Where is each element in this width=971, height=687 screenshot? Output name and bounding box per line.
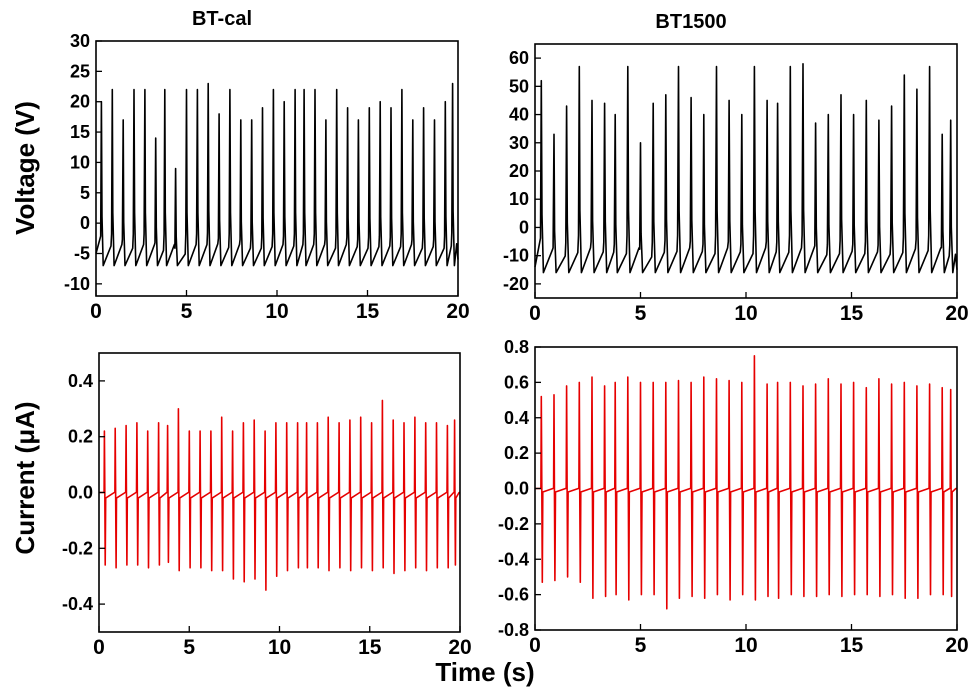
btcal-voltage-y-tick-label: 10 <box>70 152 90 172</box>
btcal-voltage-y-tick-label: -10 <box>64 274 90 294</box>
bt1500-voltage-chart: -20 -10 0 10 20 30 40 50 60 0 5 10 15 20 BT1500 <box>503 11 969 325</box>
bt1500-current-y-tick-label: -0.2 <box>498 514 529 534</box>
btcal-voltage-x-tick-label: 0 <box>90 300 102 323</box>
btcal-voltage-x-tick-label: 10 <box>265 300 288 323</box>
btcal-voltage-chart: -10 -5 0 5 10 15 20 25 30 0 5 10 15 20 BT-cal <box>64 8 470 323</box>
btcal-current-y-tick-label: 0.0 <box>68 483 93 503</box>
bt1500-voltage-x-tick-label: 10 <box>734 302 757 325</box>
current-ylabel: Current (μA) <box>10 401 40 554</box>
bt1500-current-plot-frame <box>534 346 958 631</box>
btcal-current-plot-frame <box>98 352 461 633</box>
bt1500-voltage-y-tick-label: 20 <box>509 161 529 181</box>
bt1500-voltage-y-tick-label: 40 <box>509 105 529 125</box>
bt1500-voltage-x-tick-label: 5 <box>635 302 647 325</box>
bt1500-current-y-tick-label: -0.8 <box>498 620 529 640</box>
bt1500-current-x-tick-label: 15 <box>840 634 864 657</box>
bt1500-current-y-tick-label: 0.0 <box>504 479 529 499</box>
btcal-voltage-x-tick-label: 20 <box>446 300 469 323</box>
btcal-voltage-y-tick-label: -5 <box>74 244 90 264</box>
btcal-current-x-tick-label: 20 <box>448 636 471 659</box>
bt1500-current-x-tick-label: 0 <box>529 634 541 657</box>
btcal-current-y-tick-label: -0.2 <box>62 538 93 558</box>
btcal-voltage-x-tick-label: 5 <box>181 300 193 323</box>
bt1500-current-y-tick-label: 0.4 <box>504 408 529 428</box>
bt1500-voltage-x-tick-label: 15 <box>840 302 864 325</box>
bt1500-current-x-tick-label: 10 <box>734 634 757 657</box>
btcal-voltage-y-tick-label: 30 <box>70 31 90 51</box>
bt1500-voltage-title: BT1500 <box>655 11 726 33</box>
btcal-current-x-tick-label: 0 <box>93 636 105 659</box>
bt1500-current-y-tick-label: 0.2 <box>504 443 529 463</box>
btcal-voltage-y-tick-label: 25 <box>70 61 90 81</box>
btcal-voltage-y-tick-label: 15 <box>70 122 90 142</box>
btcal-voltage-y-tick-label: 5 <box>80 183 90 203</box>
btcal-voltage-series-line <box>95 82 459 267</box>
bt1500-voltage-y-tick-label: 50 <box>509 76 529 96</box>
bt1500-voltage-x-tick-label: 0 <box>529 302 541 325</box>
bt1500-voltage-y-tick-label: 60 <box>509 48 529 68</box>
btcal-voltage-y-tick-label: 0 <box>80 213 90 233</box>
bt1500-current-y-tick-label: -0.4 <box>498 549 529 569</box>
btcal-current-x-tick-label: 15 <box>358 636 382 659</box>
bt1500-voltage-y-tick-label: -10 <box>503 246 529 266</box>
btcal-current-y-tick-label: 0.4 <box>68 371 93 391</box>
bt1500-current-x-tick-label: 20 <box>945 634 968 657</box>
voltage-ylabel: Voltage (V) <box>10 101 40 235</box>
bt1500-current-x-tick-label: 5 <box>635 634 647 657</box>
btcal-current-chart: -0.4 -0.2 0.0 0.2 0.4 0 5 10 15 20 <box>62 352 472 659</box>
bt1500-current-series-line <box>535 354 957 610</box>
bt1500-current-y-tick-label: 0.8 <box>504 337 529 357</box>
bt1500-voltage-y-tick-label: 10 <box>509 189 529 209</box>
btcal-current-y-tick-label: -0.4 <box>62 594 93 614</box>
btcal-current-x-tick-label: 10 <box>268 636 291 659</box>
bt1500-current-chart: -0.8 -0.6 -0.4 -0.2 0.0 0.2 0.4 0.6 0.8 0 5 10 15 20 <box>498 337 969 657</box>
bt1500-voltage-y-tick-label: 30 <box>509 133 529 153</box>
bt1500-current-y-tick-label: -0.6 <box>498 585 529 605</box>
bt1500-voltage-y-tick-label: -20 <box>503 274 529 294</box>
btcal-voltage-x-tick-label: 15 <box>356 300 380 323</box>
btcal-voltage-y-tick-label: 20 <box>70 92 90 112</box>
bt1500-current-y-tick-label: 0.6 <box>504 372 529 392</box>
time-xlabel: Time (s) <box>435 657 534 687</box>
bt1500-voltage-series-line <box>534 62 958 274</box>
btcal-voltage-title: BT-cal <box>192 8 252 30</box>
btcal-current-x-tick-label: 5 <box>183 636 195 659</box>
bt1500-voltage-x-tick-label: 20 <box>945 302 968 325</box>
bt1500-voltage-y-tick-label: 0 <box>519 217 529 237</box>
btcal-current-y-tick-label: 0.2 <box>68 427 93 447</box>
btcal-current-series-line <box>99 399 460 591</box>
